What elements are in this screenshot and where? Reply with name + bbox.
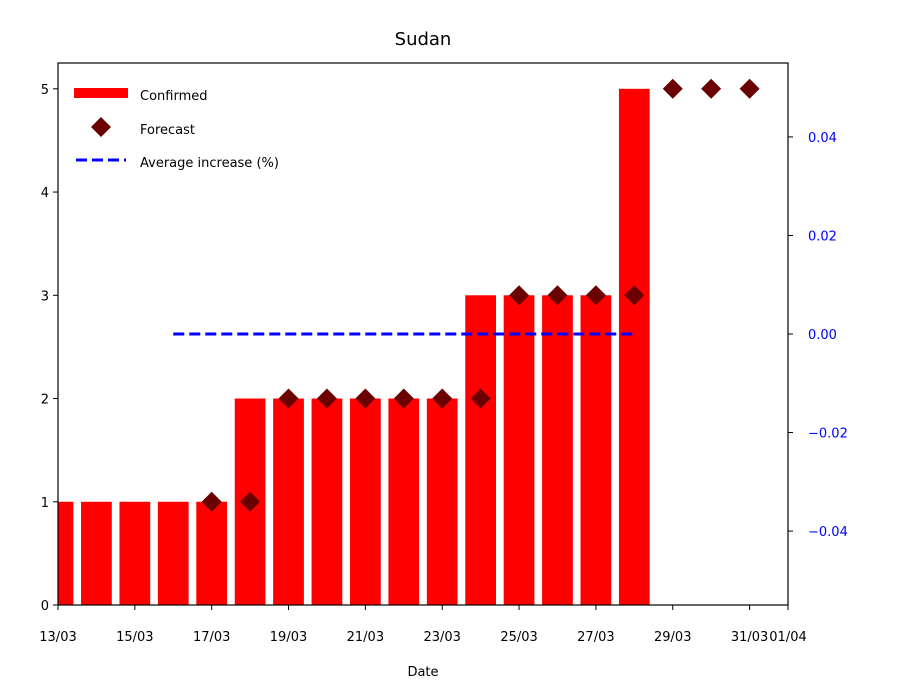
x-tick-label: 21/03 — [347, 630, 384, 645]
x-tick-label: 13/03 — [39, 630, 76, 645]
legend-label-confirmed: Confirmed — [140, 89, 208, 104]
y2-tick-label: −0.04 — [808, 525, 848, 540]
x-tick-label: 23/03 — [423, 630, 460, 645]
forecast-point — [701, 78, 722, 99]
chart-title: Sudan — [395, 29, 452, 50]
forecast-point — [432, 388, 453, 409]
bar — [618, 88, 650, 606]
x-tick-label: 15/03 — [116, 630, 153, 645]
forecast-point — [393, 388, 414, 409]
y-tick-label: 1 — [41, 496, 49, 511]
x-tick-label: 29/03 — [654, 630, 691, 645]
bar — [81, 501, 112, 605]
bar — [157, 501, 189, 605]
legend-marker-forecast — [91, 117, 111, 137]
x-tick-label: 01/04 — [769, 630, 806, 645]
forecast-point — [547, 285, 568, 306]
bar — [119, 501, 151, 605]
bar — [503, 295, 535, 605]
bar — [58, 501, 74, 605]
bar — [426, 398, 458, 605]
forecast-point — [355, 388, 376, 409]
x-tick-label: 19/03 — [270, 630, 307, 645]
legend-label-forecast: Forecast — [140, 123, 195, 138]
forecast-point — [624, 285, 645, 306]
x-axis-label: Date — [407, 665, 438, 680]
bar — [273, 398, 304, 605]
bar — [311, 398, 343, 605]
x-tick-label: 17/03 — [193, 630, 230, 645]
legend-swatch-confirmed — [74, 88, 128, 98]
x-tick-label: 27/03 — [577, 630, 614, 645]
forecast-point — [470, 388, 491, 409]
x-tick-label: 25/03 — [500, 630, 537, 645]
forecast-point — [739, 78, 760, 99]
y-tick-label: 3 — [41, 289, 49, 304]
forecast-point — [585, 285, 606, 306]
x-tick-label: 31/03 — [731, 630, 768, 645]
forecast-point — [201, 491, 222, 512]
bar — [388, 398, 420, 605]
y-tick-label: 4 — [41, 186, 49, 201]
forecast-point — [662, 78, 683, 99]
bar — [580, 295, 612, 605]
y2-tick-label: 0.00 — [808, 328, 837, 343]
legend: Confirmed Forecast Average increase (%) — [74, 88, 279, 171]
y2-tick-label: −0.02 — [808, 427, 848, 442]
forecast-point — [509, 285, 530, 306]
y2-tick-label: 0.02 — [808, 229, 837, 244]
bar — [350, 398, 381, 605]
y-tick-label: 5 — [41, 83, 49, 98]
forecast-point — [316, 388, 337, 409]
bar — [196, 501, 228, 605]
plot-area: 0 1 2 3 4 5 −0.04 −0.02 0.00 0.02 0.04 13/03 15/03 17… — [39, 62, 848, 645]
bar — [542, 295, 573, 605]
y-tick-label: 2 — [41, 393, 49, 408]
bar — [465, 295, 496, 605]
legend-label-average: Average increase (%) — [140, 156, 279, 171]
y2-tick-label: 0.04 — [808, 131, 837, 146]
forecast-point — [240, 491, 261, 512]
y-tick-label: 0 — [41, 599, 49, 614]
forecast-point — [278, 388, 299, 409]
